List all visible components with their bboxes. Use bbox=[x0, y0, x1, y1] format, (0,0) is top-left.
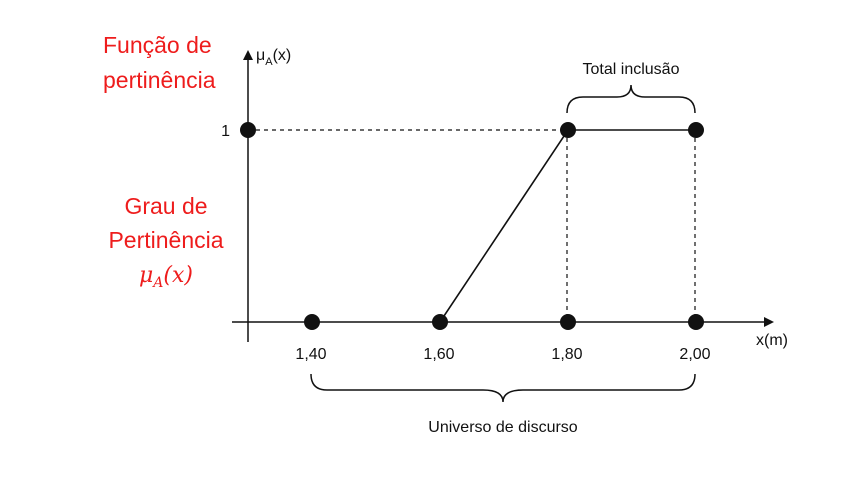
data-point bbox=[688, 122, 704, 138]
data-point bbox=[432, 314, 448, 330]
total-inclusao-label: Total inclusão bbox=[583, 61, 680, 78]
y-axis-label: μA(x) bbox=[256, 47, 291, 68]
data-point bbox=[560, 122, 576, 138]
x-tick-label: 1,40 bbox=[295, 346, 326, 363]
total-inclusao-brace bbox=[566, 84, 696, 114]
grau-title-line1: Grau de bbox=[124, 193, 207, 219]
data-point bbox=[304, 314, 320, 330]
universo-label: Universo de discurso bbox=[428, 419, 578, 436]
universo-brace bbox=[310, 373, 696, 403]
data-point bbox=[560, 314, 576, 330]
x-tick-label: 1,80 bbox=[551, 346, 582, 363]
funcao-title-line2: pertinência bbox=[103, 67, 216, 93]
grau-symbol: μA(x) bbox=[139, 263, 193, 291]
x-axis-label: x(m) bbox=[756, 332, 788, 349]
x-tick-label: 2,00 bbox=[679, 346, 710, 363]
membership-curve bbox=[439, 129, 696, 323]
data-points bbox=[240, 122, 704, 330]
x-tick-label: 1,60 bbox=[423, 346, 454, 363]
y-tick-one: 1 bbox=[221, 123, 230, 140]
funcao-title-line1: Função de bbox=[103, 32, 212, 58]
membership-series-line bbox=[439, 129, 696, 323]
data-point bbox=[688, 314, 704, 330]
data-point bbox=[240, 122, 256, 138]
grau-title-line2: Pertinência bbox=[108, 227, 223, 253]
